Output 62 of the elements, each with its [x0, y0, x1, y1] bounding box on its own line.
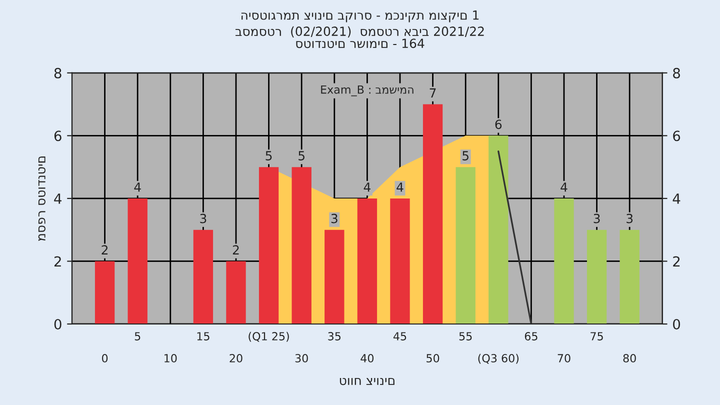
data-label: 2 [102, 245, 108, 254]
bar [94, 261, 115, 324]
x-tick-label: (Q1 25) [248, 332, 289, 342]
x-tick-label: 80 [623, 354, 636, 362]
x-tick-label: 5 [134, 332, 140, 340]
bar [422, 104, 443, 324]
x-axis-title: טווח ציונים [340, 378, 394, 386]
data-label: 3 [331, 214, 338, 224]
x-tick-label: 0 [102, 354, 108, 362]
data-label: 4 [364, 182, 370, 192]
x-tick-label: 75 [590, 332, 603, 340]
bar [357, 198, 378, 324]
y2-tick-label: 0 [673, 318, 680, 330]
data-label: 3 [626, 214, 633, 224]
bar [128, 198, 148, 324]
data-label: 5 [266, 151, 272, 160]
chart-subtitle: בסמסטר (02/2021) סמסטר אביב 2021/22 סטודנטים רשומים - 164 [236, 26, 484, 48]
bar [193, 230, 214, 324]
x-tick-label: 15 [197, 332, 210, 340]
bar [324, 230, 344, 324]
bar [226, 261, 246, 324]
data-label: 3 [594, 214, 600, 224]
x-tick-label: 35 [328, 332, 340, 340]
bar [586, 230, 607, 324]
data-label: 5 [462, 151, 468, 160]
x-tick-label: 10 [164, 354, 177, 362]
data-label: 3 [200, 214, 206, 224]
y-tick-label: 8 [54, 68, 62, 78]
y-tick-label: 2 [54, 256, 61, 266]
x-tick-label: 30 [295, 354, 308, 362]
x-tick-label: 40 [360, 354, 374, 362]
x-tick-label: (Q3 60) [478, 354, 519, 364]
bar [456, 167, 476, 324]
y2-tick-label: 4 [672, 194, 680, 204]
annotation: Exam_B : במשימה [321, 85, 414, 96]
data-label: 7 [430, 88, 436, 98]
data-label: 4 [134, 182, 141, 192]
y-tick-label: 6 [54, 130, 62, 142]
y2-tick-label: 8 [673, 68, 680, 78]
x-tick-label: 70 [558, 354, 570, 362]
x-tick-label: 45 [393, 332, 406, 340]
x-tick-label: 65 [524, 332, 538, 340]
y2-tick-label: 2 [673, 256, 680, 266]
data-label: 2 [232, 245, 239, 254]
bar [488, 136, 508, 324]
bar [390, 198, 410, 324]
data-label: 5 [298, 151, 304, 160]
bar [554, 198, 574, 324]
chart-title: היסטוגרמת ציונים בקורס - מכניקת מוצקים 1 [241, 10, 479, 22]
bar [620, 230, 640, 324]
y-axis-title: מספר סטודנטים [38, 156, 46, 241]
y2-tick-label: 6 [673, 130, 680, 142]
data-label: 6 [495, 120, 502, 130]
x-tick-label: 20 [230, 354, 242, 362]
y-tick-label: 4 [54, 194, 62, 204]
data-label: 4 [396, 182, 404, 192]
x-tick-label: 50 [426, 354, 440, 362]
bar [292, 167, 312, 324]
data-label: 4 [560, 182, 568, 192]
y-tick-label: 0 [54, 318, 62, 330]
x-tick-label: 55 [459, 332, 472, 340]
bar [258, 167, 279, 324]
